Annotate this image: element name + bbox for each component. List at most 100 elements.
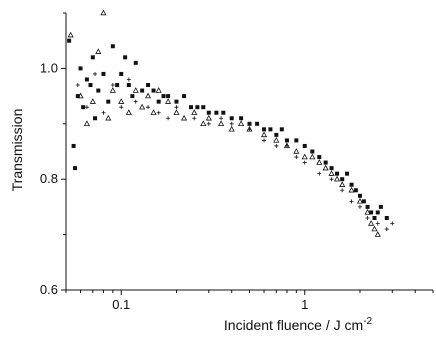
square-point [372, 215, 377, 220]
square-point [90, 55, 95, 60]
triangle-point [339, 181, 346, 187]
square-point [365, 204, 370, 209]
square-point [294, 138, 299, 143]
square-point [156, 99, 161, 104]
plus-point [219, 116, 224, 121]
plus-point [229, 121, 234, 126]
square-point [93, 116, 98, 121]
triangle-point [165, 98, 172, 104]
triangle-point [218, 120, 225, 126]
triangle-point [77, 92, 84, 99]
plus-point [329, 177, 334, 182]
square-point [361, 199, 366, 204]
plus-point [110, 83, 115, 88]
plus-point [390, 221, 395, 226]
plus-point [384, 227, 389, 232]
plus-point [156, 110, 161, 115]
square-point [88, 83, 93, 88]
triangle-point [95, 48, 102, 54]
square-point [239, 116, 244, 121]
square-point [317, 155, 322, 160]
square-point [133, 60, 138, 65]
square-point [284, 138, 289, 143]
triangle-point [374, 231, 381, 237]
x-axis-title-exponent: -2 [363, 316, 372, 327]
square-point [302, 143, 307, 148]
y-tick-label: 1.0 [40, 60, 58, 75]
plus-point [365, 215, 370, 220]
triangle-point [364, 209, 371, 215]
square-point [201, 105, 206, 110]
triangle-point [191, 109, 198, 115]
plus-point [119, 105, 124, 110]
triangle-point [109, 87, 116, 93]
plus-point [126, 77, 131, 82]
square-point [123, 55, 128, 60]
triangle-point [118, 98, 125, 104]
square-point [357, 193, 362, 198]
triangle-point [200, 120, 207, 126]
square-point [345, 171, 350, 176]
square-point [340, 177, 345, 182]
triangle-point [260, 131, 268, 138]
square-point [67, 38, 72, 43]
triangle-point [139, 103, 146, 110]
square-point [182, 94, 187, 99]
plot-area [65, 13, 433, 291]
square-point [146, 83, 151, 88]
triangle-point [180, 114, 188, 121]
triangle-point [273, 136, 280, 143]
plus-point [317, 171, 322, 176]
square-point [81, 105, 86, 110]
plus-point [166, 116, 171, 121]
triangle-point [348, 186, 355, 193]
square-point [75, 94, 80, 99]
triangle-point [238, 120, 245, 126]
triangle-point [333, 175, 341, 182]
square-point [323, 160, 328, 165]
triangle-point [309, 153, 316, 160]
triangle-point [67, 31, 74, 38]
plus-point [93, 71, 98, 76]
square-point [71, 143, 76, 148]
square-point [268, 127, 273, 132]
plus-point [75, 83, 80, 88]
triangle-point [356, 197, 364, 204]
plus-point [262, 138, 267, 143]
square-point [115, 83, 120, 88]
plus-point [84, 105, 89, 110]
square-point [78, 66, 83, 71]
triangle-point [173, 109, 180, 115]
triangle-point [368, 220, 375, 226]
square-point [262, 127, 267, 132]
square-point [384, 215, 389, 220]
square-point [174, 99, 179, 104]
square-point [310, 149, 315, 154]
square-point [279, 127, 284, 132]
triangle-point [83, 120, 90, 126]
square-point [119, 71, 124, 76]
x-tick-label: 1 [301, 297, 308, 312]
square-point [189, 105, 194, 110]
plus-point [174, 105, 179, 110]
plus-point [133, 99, 138, 104]
triangle-point [371, 225, 378, 232]
square-point [229, 116, 234, 121]
triangle-point [155, 87, 162, 93]
square-point [329, 166, 334, 171]
triangle-point [89, 98, 96, 104]
square-point [130, 94, 135, 99]
triangle-point [228, 125, 235, 132]
plus-point [101, 110, 106, 115]
plus-point [192, 116, 197, 121]
plus-point [349, 199, 354, 204]
plus-point [206, 121, 211, 126]
y-tick-label: 0.6 [40, 282, 58, 297]
triangle-point [322, 164, 329, 171]
triangle-point [205, 114, 212, 121]
triangle-point [328, 170, 335, 176]
triangle-point [316, 159, 323, 165]
x-axis-title: Incident fluence / J cm-2 [224, 316, 373, 333]
plus-point [375, 221, 380, 226]
axis-ticks [61, 12, 434, 295]
